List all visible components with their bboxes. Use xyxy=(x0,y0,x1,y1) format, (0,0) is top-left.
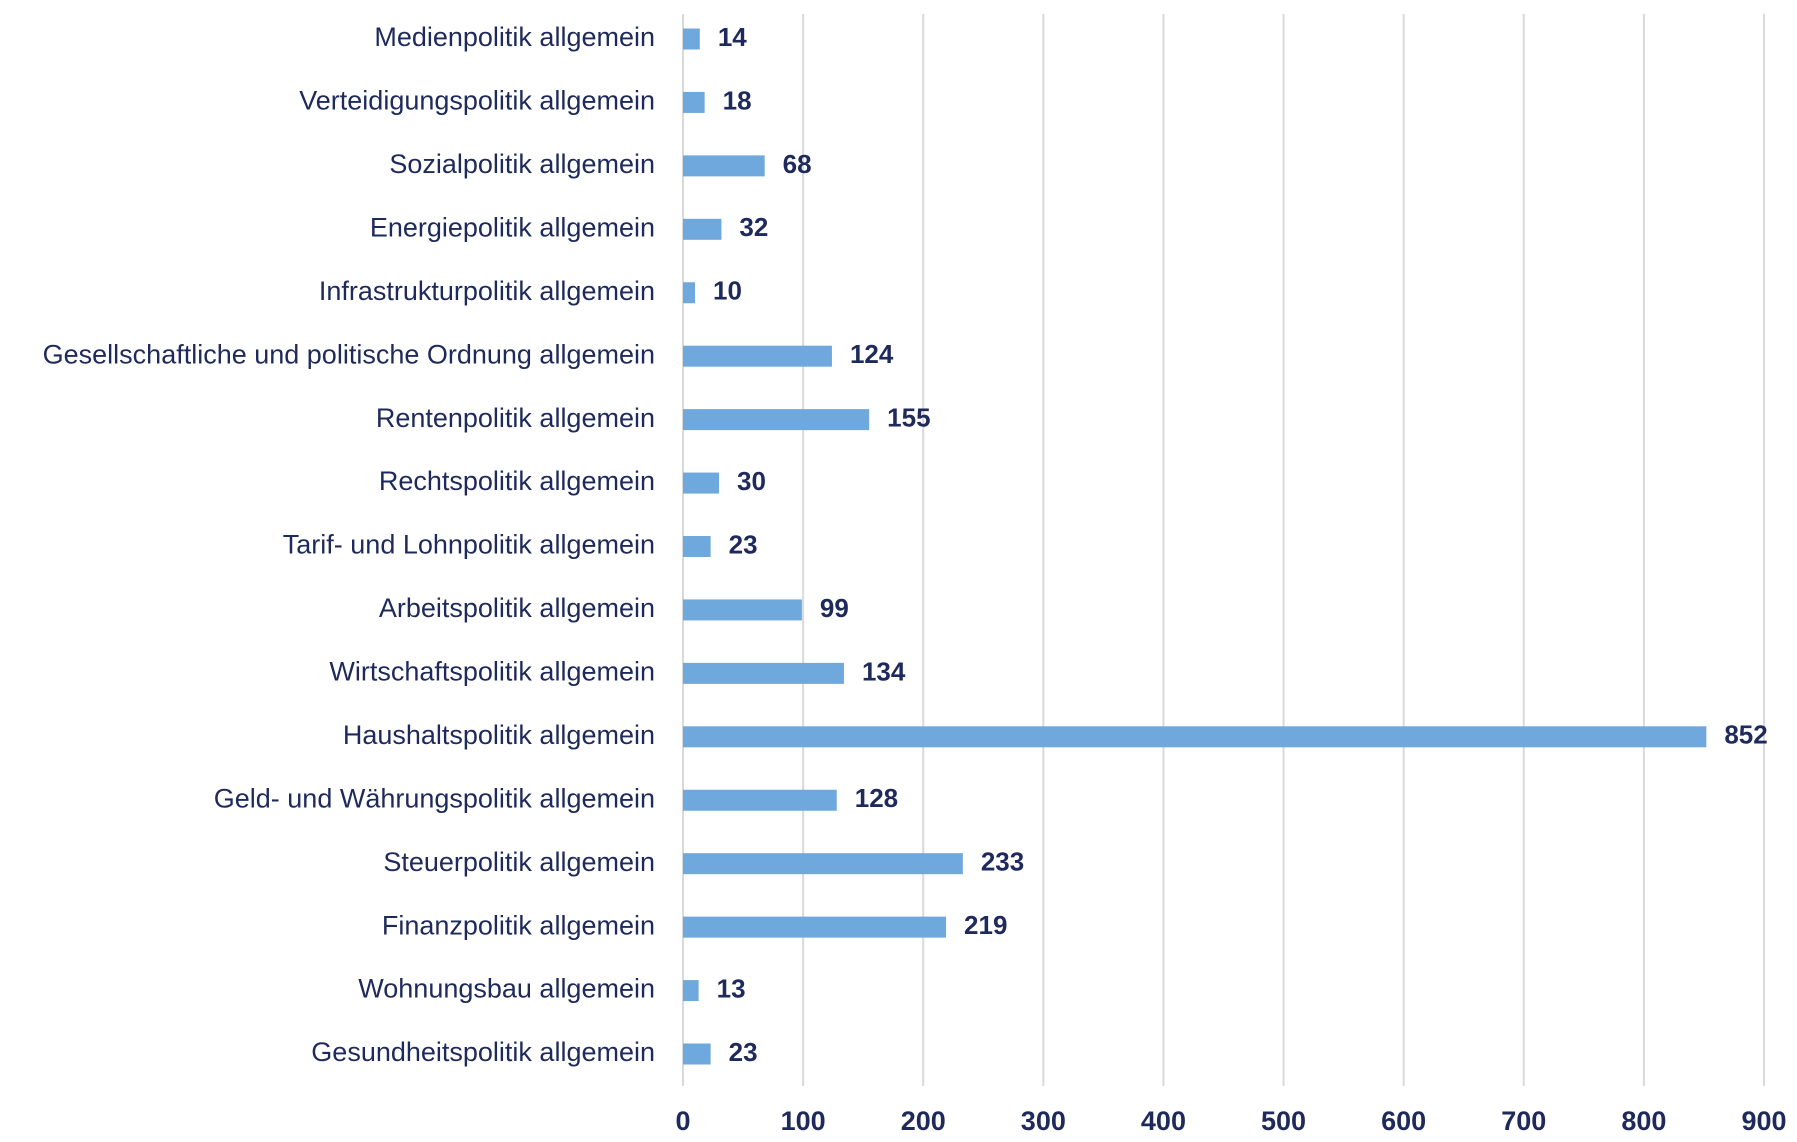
bar xyxy=(683,155,765,177)
category-label: Infrastrukturpolitik allgemein xyxy=(319,276,655,306)
category-label: Haushaltspolitik allgemein xyxy=(343,720,655,750)
data-label: 18 xyxy=(723,85,752,115)
bar xyxy=(683,282,696,304)
x-tick-label: 600 xyxy=(1381,1106,1426,1136)
data-label: 134 xyxy=(862,656,906,686)
bar xyxy=(683,853,963,875)
bar xyxy=(683,409,870,431)
data-label: 99 xyxy=(820,593,849,623)
data-label: 219 xyxy=(964,910,1007,940)
x-tick-label: 400 xyxy=(1141,1106,1186,1136)
bar xyxy=(683,28,700,50)
category-label: Wohnungsbau allgemein xyxy=(358,974,655,1004)
data-label: 14 xyxy=(718,22,747,52)
data-label: 68 xyxy=(783,149,812,179)
category-label: Wirtschaftspolitik allgemein xyxy=(329,657,655,687)
x-tick-label: 700 xyxy=(1501,1106,1546,1136)
category-label: Rentenpolitik allgemein xyxy=(376,403,655,433)
x-tick-label: 500 xyxy=(1261,1106,1306,1136)
category-label: Arbeitspolitik allgemein xyxy=(379,593,655,623)
category-label: Medienpolitik allgemein xyxy=(374,22,655,52)
x-tick-label: 200 xyxy=(901,1106,946,1136)
data-label: 32 xyxy=(739,212,768,242)
x-tick-label: 900 xyxy=(1741,1106,1786,1136)
data-label: 233 xyxy=(981,847,1024,877)
bar xyxy=(683,726,1707,748)
bar xyxy=(683,218,722,240)
data-label: 23 xyxy=(729,1037,758,1067)
bar xyxy=(683,789,837,811)
category-label: Rechtspolitik allgemein xyxy=(379,466,655,496)
data-label: 128 xyxy=(855,783,898,813)
category-label: Sozialpolitik allgemein xyxy=(389,149,655,179)
category-label: Energiepolitik allgemein xyxy=(370,212,655,242)
x-tick-label: 800 xyxy=(1621,1106,1666,1136)
bar xyxy=(683,916,947,938)
data-label: 155 xyxy=(887,403,930,433)
data-label: 10 xyxy=(713,276,742,306)
category-label: Tarif- und Lohnpolitik allgemein xyxy=(283,530,655,560)
bar xyxy=(683,536,711,557)
bar xyxy=(683,599,802,621)
category-label: Finanzpolitik allgemein xyxy=(382,910,655,940)
category-label: Steuerpolitik allgemein xyxy=(383,847,655,877)
x-tick-label: 100 xyxy=(781,1106,826,1136)
category-label: Gesellschaftliche und politische Ordnung… xyxy=(43,339,655,369)
x-tick-label: 0 xyxy=(675,1106,690,1136)
bar xyxy=(683,345,832,367)
bar xyxy=(683,91,705,113)
data-label: 852 xyxy=(1724,720,1767,750)
category-label: Gesundheitspolitik allgemein xyxy=(311,1037,655,1067)
category-label: Verteidigungspolitik allgemein xyxy=(299,86,655,116)
bar xyxy=(683,662,844,684)
data-label: 124 xyxy=(850,339,894,369)
bar xyxy=(683,472,720,494)
bar xyxy=(683,1043,711,1065)
data-label: 30 xyxy=(737,466,766,496)
data-label: 13 xyxy=(717,973,746,1003)
x-tick-label: 300 xyxy=(1021,1106,1066,1136)
category-label: Geld- und Währungspolitik allgemein xyxy=(214,783,655,813)
bar xyxy=(683,980,699,1002)
data-label: 23 xyxy=(729,529,758,559)
